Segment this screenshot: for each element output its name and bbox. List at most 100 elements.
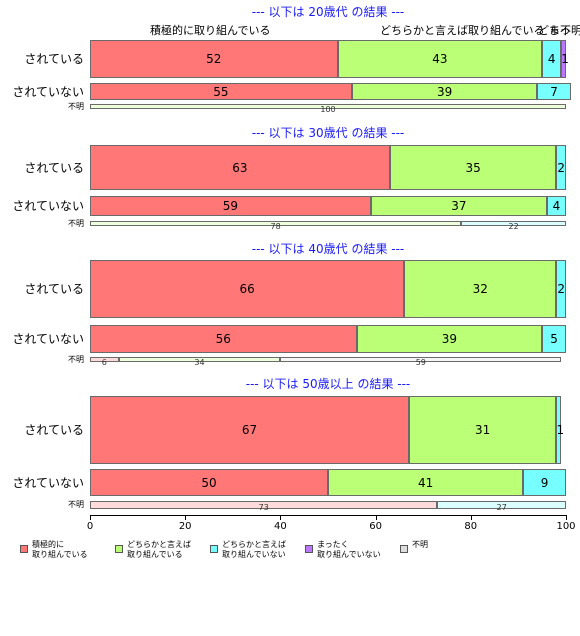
row-label: 不明 [68, 101, 84, 111]
legend-label: 不明 [412, 540, 428, 549]
bar-segment [356, 325, 543, 353]
bar-segment [542, 325, 566, 353]
legend: 積極的に 取り組んでいる どちらかと言えば 取り組んでいる どちらかと言えば 取り組んでい… [20, 540, 580, 576]
bar-value-label: 39 [441, 332, 457, 346]
bar-segment [556, 396, 562, 464]
bar-segment [561, 40, 566, 78]
x-axis-tick-label: 0 [86, 521, 94, 532]
bar-value-label: 4 [552, 199, 561, 213]
bar-value-label: 67 [241, 423, 258, 437]
bar-segment [337, 40, 543, 78]
x-axis-tick [90, 515, 91, 520]
row-label: されている [24, 52, 84, 66]
row-label: されていない [12, 84, 84, 99]
bar-value-label: 9 [540, 475, 549, 490]
legend-swatch [210, 545, 218, 553]
x-axis-tick [566, 515, 567, 520]
x-axis-tick [280, 515, 282, 520]
x-axis-tick-label: 20 [178, 521, 192, 532]
bar-segment [90, 357, 119, 362]
bar-value-label: 52 [206, 52, 222, 66]
bar-value-label: 31 [475, 423, 491, 437]
bar-value-label: 78 [270, 221, 281, 231]
group-title: --- 以下は 40歳代 の結果 --- [251, 242, 405, 256]
bar-value-label: 39 [436, 84, 453, 99]
bar-value-label: 37 [451, 199, 467, 213]
bar-value-label: 7 [550, 84, 558, 99]
bar-value-label: 43 [432, 52, 448, 66]
bar-segment [90, 196, 371, 216]
column-header-label: 積極的に取り組んでいる [150, 24, 271, 37]
bar-segment [90, 260, 405, 318]
x-axis-tick-label: 100 [556, 521, 576, 532]
bar-value-label: 2 [557, 282, 566, 296]
row-label: 不明 [68, 500, 84, 509]
bar-segment [90, 221, 462, 226]
x-axis-tick [375, 515, 377, 520]
x-axis-tick-label: 60 [369, 521, 382, 532]
bar-segment [90, 104, 566, 109]
x-axis-tick [185, 515, 187, 520]
bar-value-label: 32 [472, 282, 488, 296]
row-label: されていない [12, 199, 84, 213]
bar-value-label: 59 [222, 199, 239, 213]
group-title: --- 以下は 20歳代 の結果 --- [251, 5, 405, 19]
bar-segment [328, 469, 524, 496]
bar-value-label: 4 [547, 52, 556, 66]
bar-segment [546, 196, 566, 216]
bar-value-label: 56 [215, 332, 231, 346]
bar-segment [90, 501, 438, 509]
legend-label: まったく 取り組んでいない [317, 540, 381, 559]
bar-value-label: 55 [213, 84, 229, 99]
bar-segment [542, 40, 562, 78]
bar-segment [280, 357, 562, 362]
legend-swatch [305, 545, 313, 553]
bar-segment [461, 221, 566, 226]
bar-segment [437, 501, 566, 509]
row-label: されている [24, 160, 84, 175]
x-axis-tick-label: 80 [464, 521, 478, 532]
row-label: されていない [12, 332, 84, 346]
bar-segment [408, 396, 557, 464]
bar-segment [90, 469, 328, 496]
row-label: されている [24, 423, 84, 437]
bar-value-label: 2 [557, 160, 566, 175]
bar-value-label: 66 [239, 282, 255, 296]
bar-value-label: 41 [417, 475, 434, 490]
bar-segment [370, 196, 547, 216]
column-header-label: 不明 [560, 24, 580, 37]
bar-segment [90, 325, 357, 353]
x-axis-line [90, 515, 566, 516]
bar-value-label: 1 [561, 52, 569, 66]
bar-value-label: 100 [320, 104, 336, 114]
column-header-label: どちらかと言えば取り組んでいる [380, 24, 545, 37]
row-label: 不明 [68, 218, 84, 228]
bar-segment [389, 145, 557, 190]
bar-value-label: 63 [232, 160, 248, 175]
bar-value-label: 35 [465, 160, 481, 175]
bar-segment [537, 83, 571, 100]
legend-label: 積極的に 取り組んでいる [32, 540, 88, 559]
row-label: されていない [12, 475, 84, 490]
row-label: 不明 [68, 354, 84, 364]
group-title: --- 以下は 50歳以上 の結果 --- [245, 377, 411, 391]
bar-value-label: 34 [194, 357, 205, 367]
bar-segment [90, 145, 390, 190]
bar-value-label: 6 [101, 357, 107, 367]
bar-segment [523, 469, 566, 496]
column-header-label: どち [538, 24, 560, 37]
legend-swatch [20, 545, 28, 553]
x-axis-tick-label: 40 [274, 521, 287, 532]
bar-segment [556, 145, 566, 190]
group-title: --- 以下は 30歳代 の結果 --- [251, 126, 405, 140]
bar-value-label: 50 [201, 475, 217, 490]
bar-value-label: 22 [508, 221, 519, 231]
bar-value-label: 5 [550, 332, 558, 346]
bar-segment [118, 357, 281, 362]
bar-segment [90, 396, 409, 464]
column-header-label: まっ [549, 24, 571, 37]
bar-value-label: 27 [496, 503, 507, 512]
bar-segment [556, 260, 566, 318]
legend-label: どちらかと言えば 取り組んでいない [222, 540, 286, 559]
bar-segment [90, 40, 338, 78]
